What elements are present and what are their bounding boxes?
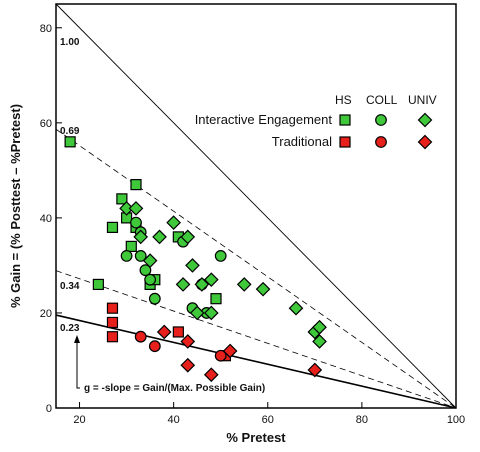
slope-annotation: g = -slope = Gain/(Max. Possible Gain) — [74, 335, 265, 394]
data-point-diamond — [180, 357, 196, 373]
legend-marker-square — [339, 136, 351, 148]
legend-marker-circle — [375, 114, 387, 126]
reference-line-label: 1.00 — [60, 37, 80, 48]
data-point-circle — [148, 340, 161, 353]
data-point-circle — [139, 264, 152, 277]
reference-line — [55, 314, 457, 409]
legend-marker-diamond — [417, 112, 433, 128]
data-point-square — [210, 293, 222, 305]
x-tick-label: 100 — [447, 414, 465, 426]
data-point-diamond — [203, 272, 219, 288]
x-tick-label: 40 — [168, 414, 180, 426]
data-point-diamond — [236, 277, 252, 292]
data-point-circle — [130, 216, 142, 229]
data-point-circle — [144, 273, 157, 286]
data-point-square — [106, 316, 119, 329]
y-tick-label: 60 — [40, 118, 52, 130]
y-tick-label: 20 — [40, 308, 52, 320]
reference-line — [55, 3, 457, 409]
data-point-diamond — [180, 229, 196, 245]
data-point-circle — [214, 349, 227, 362]
data-point-diamond — [288, 300, 304, 316]
data-point-diamond — [175, 277, 191, 292]
legend-marker-diamond — [417, 134, 433, 150]
legend-row-traditional: Traditional — [272, 134, 332, 149]
data-point-diamond — [312, 334, 327, 349]
data-point-square — [106, 331, 119, 343]
data-point-circle — [214, 250, 227, 262]
legend-col-coll: COLL — [366, 93, 398, 107]
reference-line — [55, 128, 457, 409]
x-tick-label: 60 — [262, 414, 274, 426]
data-point-diamond — [194, 277, 210, 292]
reference-line — [55, 270, 457, 409]
data-point-circle — [148, 292, 161, 305]
reference-line-label: 0.34 — [60, 281, 80, 292]
data-point-diamond — [203, 305, 219, 321]
x-tick-label: 80 — [356, 414, 368, 426]
slope-annotation-text: g = -slope = Gain/(Max. Possible Gain) — [84, 383, 265, 394]
data-point-square — [130, 179, 142, 191]
data-point-diamond — [185, 258, 200, 273]
data-point-square — [64, 136, 76, 148]
data-point-diamond — [222, 343, 238, 359]
y-axis-title: % Gain = (% Posttest – %Pretest) — [8, 104, 23, 308]
axis-ticks: 20 40 60 80 100 0 20 40 60 80 — [40, 23, 465, 426]
legend-row-interactive: Interactive Engagement — [195, 112, 333, 127]
data-point-square — [92, 278, 104, 291]
y-tick-label: 0 — [46, 403, 52, 415]
reference-lines: 1.00 0.69 0.34 0.23 — [55, 3, 457, 409]
data-point-diamond — [189, 305, 205, 321]
data-point-square — [106, 302, 119, 314]
data-point-diamond — [312, 319, 327, 335]
x-tick-label: 20 — [73, 414, 85, 426]
data-point-diamond — [203, 367, 219, 383]
data-point-circle — [120, 250, 133, 262]
y-tick-label: 80 — [40, 23, 52, 35]
data-point-square — [125, 240, 137, 252]
data-point-diamond — [156, 324, 172, 340]
legend-marker-circle — [375, 136, 387, 148]
y-tick-label: 40 — [40, 213, 52, 225]
data-point-square — [172, 326, 184, 338]
reference-line-label: 0.69 — [60, 126, 80, 137]
data-points — [64, 136, 327, 383]
reference-line-label: 0.23 — [60, 323, 80, 334]
data-point-circle — [134, 330, 147, 343]
legend: HS COLL UNIV Interactive Engagement Trad… — [195, 93, 437, 150]
data-point-diamond — [133, 229, 149, 245]
data-point-diamond — [142, 253, 158, 269]
x-axis-title: % Pretest — [226, 430, 286, 445]
data-point-diamond — [255, 281, 271, 297]
legend-marker-square — [339, 114, 351, 126]
data-point-square — [106, 221, 119, 233]
legend-col-univ: UNIV — [408, 93, 437, 107]
data-point-diamond — [166, 215, 181, 230]
data-point-square — [116, 193, 128, 205]
data-point-circle — [134, 250, 147, 262]
data-point-diamond — [128, 201, 144, 216]
legend-col-hs: HS — [335, 93, 352, 107]
data-point-diamond — [152, 229, 167, 245]
data-point-diamond — [180, 334, 196, 349]
data-point-diamond — [307, 362, 323, 378]
